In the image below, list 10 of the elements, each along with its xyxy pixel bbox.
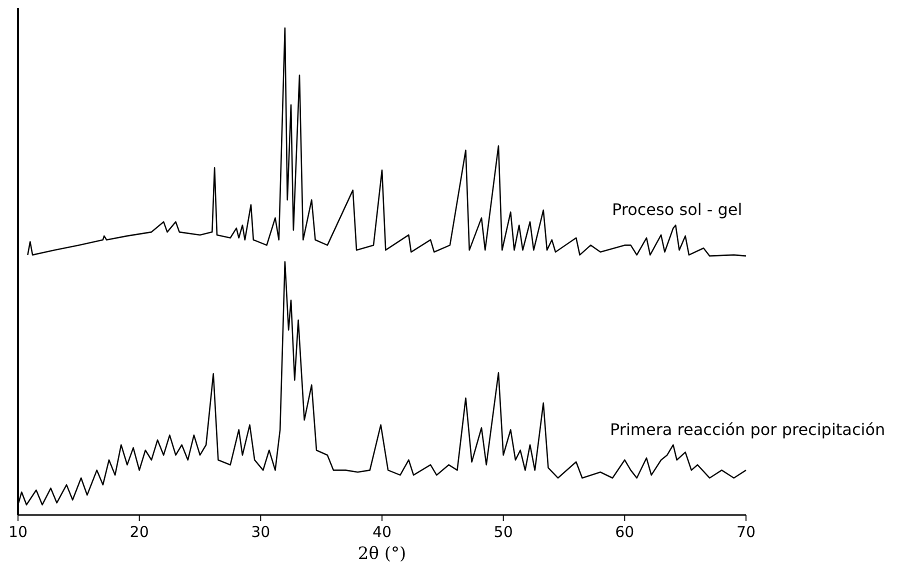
x-tick-label: 40 [372,523,392,541]
x-tick-label: 20 [130,523,149,541]
x-tick-label: 50 [494,523,513,541]
series-label: Primera reacción por precipitación [610,420,886,439]
x-tick-label: 30 [251,523,270,541]
x-tick-label: 70 [736,523,756,541]
x-tick-label: 10 [8,523,28,541]
x-axis-title: 2θ (°) [358,544,406,564]
series-label: Proceso sol - gel [612,200,742,220]
x-tick-label: 60 [615,523,634,541]
